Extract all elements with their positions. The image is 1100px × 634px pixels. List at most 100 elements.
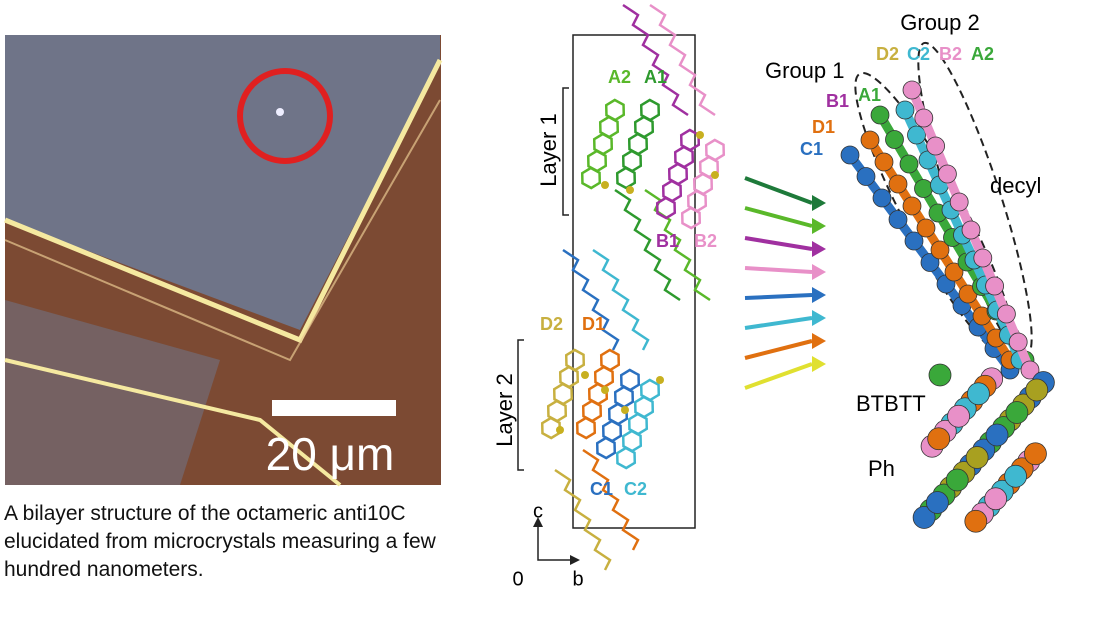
atom [914, 179, 933, 198]
core-atom [925, 491, 949, 514]
atom [874, 152, 894, 172]
arrow-shaft [744, 293, 813, 300]
crystal [276, 108, 284, 116]
molecule-label: D2 [876, 44, 899, 64]
atom [856, 167, 876, 186]
electrode-edge [4, 358, 342, 487]
sulfur-atom [601, 181, 609, 189]
scale-bar-label: 20 μm [266, 428, 395, 480]
arrow-shaft [744, 339, 813, 360]
molecule-label: B1 [826, 91, 849, 111]
core-atom [947, 404, 970, 428]
atom [961, 220, 981, 240]
axis-arrow [533, 517, 543, 527]
alkyl-chain [592, 248, 650, 351]
molecule-label: D1 [812, 117, 835, 137]
atom [1008, 332, 1028, 352]
group-label: Group 1 [765, 58, 845, 83]
layer-bracket [517, 339, 524, 471]
arrow-head [812, 195, 826, 211]
atom [926, 136, 945, 156]
arrow-shaft [744, 176, 813, 205]
core-atom [1025, 378, 1049, 402]
molecule-label: B2 [694, 231, 717, 251]
alkyl-chain [649, 3, 716, 117]
alkyl-chain [582, 448, 640, 551]
atom [870, 105, 890, 125]
ring [615, 446, 637, 470]
alkyl-chain [554, 468, 612, 571]
atom [997, 304, 1016, 324]
core-atom [912, 506, 936, 529]
atom [1020, 360, 1040, 380]
sulfur-atom [621, 406, 629, 414]
axis-arrow [570, 555, 580, 565]
molecule-label: B1 [656, 231, 679, 251]
illustration [4, 3, 1055, 571]
core-atom [1004, 464, 1027, 488]
region-label: BTBTT [856, 391, 926, 416]
molecule-label: A2 [608, 67, 631, 87]
core-atom [1024, 442, 1047, 466]
sulfur-atom [711, 171, 719, 179]
arrow-head [812, 218, 826, 234]
axis-label: c [533, 500, 543, 522]
highlight-circle [237, 68, 333, 164]
core-atom [984, 487, 1008, 511]
alkyl-chain [562, 248, 620, 351]
atom [840, 145, 860, 165]
sulfur-atom [601, 386, 609, 394]
arrow-shaft [744, 266, 813, 274]
atom [902, 80, 922, 100]
molecule-label: A2 [971, 44, 994, 64]
axis-label: 0 [512, 568, 523, 590]
arrow-head [812, 310, 826, 326]
scale-bar [272, 400, 396, 416]
atom [899, 154, 919, 174]
atom [914, 108, 934, 128]
layer-bracket [562, 87, 569, 216]
axis-label: b [572, 568, 583, 590]
electrode-edge [4, 99, 441, 362]
atom [916, 218, 936, 238]
sulfur-atom [626, 186, 634, 194]
ring [540, 416, 562, 440]
alkyl-chain [622, 3, 689, 117]
molecule-label: D1 [582, 314, 605, 334]
substrate [5, 300, 220, 485]
arrow-shaft [744, 206, 813, 228]
core-atom [927, 427, 951, 451]
atom [985, 276, 1004, 296]
ring [595, 436, 617, 460]
core-atom [985, 423, 1009, 447]
atom [888, 210, 908, 229]
atom [920, 253, 940, 272]
region-label: decyl [990, 173, 1041, 198]
molecule-label: C2 [907, 44, 930, 64]
electrode-edge [4, 58, 443, 344]
group-label: Group 2 [900, 10, 980, 35]
caption: A bilayer structure of the octameric ant… [4, 502, 436, 581]
unit-cell [572, 34, 696, 529]
atom [888, 174, 908, 194]
sulfur-atom [696, 131, 704, 139]
atom [938, 164, 957, 184]
atom [944, 262, 964, 282]
sulfur-atom [581, 371, 589, 379]
ring [680, 206, 702, 230]
sulfur-atom [656, 376, 664, 384]
arrow-shaft [744, 236, 813, 251]
alkyl-chain [614, 188, 681, 302]
molecule-label: C1 [800, 139, 823, 159]
core-atom [965, 446, 989, 469]
atom [930, 240, 950, 260]
arrow-head [812, 264, 826, 280]
core-atom [964, 509, 988, 533]
core-atom [1005, 401, 1029, 424]
ring [655, 196, 677, 220]
atom [895, 100, 915, 120]
ring [575, 416, 597, 440]
molecule-label: D2 [540, 314, 563, 334]
